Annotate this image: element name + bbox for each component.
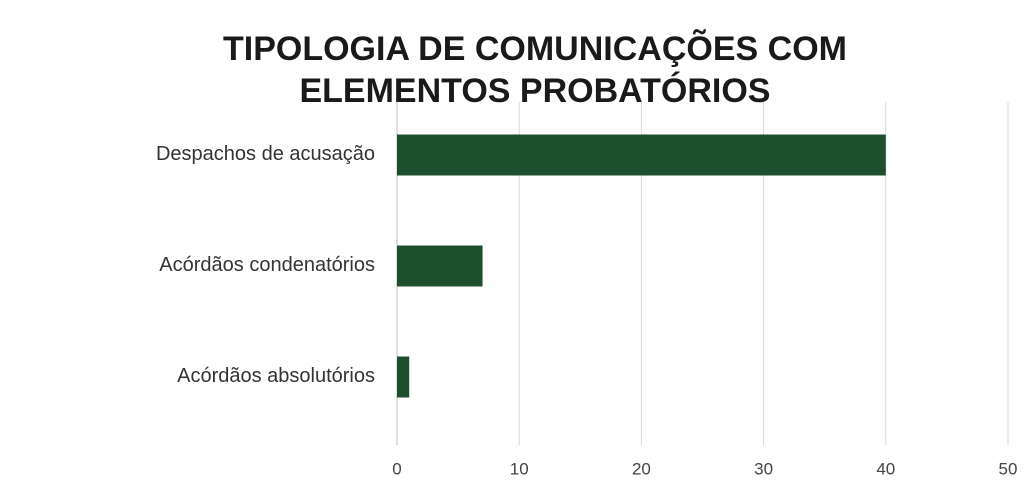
bar	[397, 245, 483, 287]
x-tick-label: 10	[510, 459, 529, 478]
x-tick-label: 50	[999, 459, 1018, 478]
y-tick-label: Despachos de acusação	[156, 143, 375, 165]
x-tick-label: 30	[754, 459, 773, 478]
y-tick-label: Acórdãos absolutórios	[177, 365, 375, 387]
bar	[397, 356, 410, 398]
x-tick-label: 20	[632, 459, 651, 478]
chart-title: TIPOLOGIA DE COMUNICAÇÕES COM ELEMENTOS …	[223, 30, 847, 110]
y-tick-label: Acórdãos condenatórios	[159, 254, 375, 276]
bar	[397, 134, 886, 176]
x-tick-label: 0	[392, 459, 401, 478]
x-tick-label: 40	[876, 459, 895, 478]
